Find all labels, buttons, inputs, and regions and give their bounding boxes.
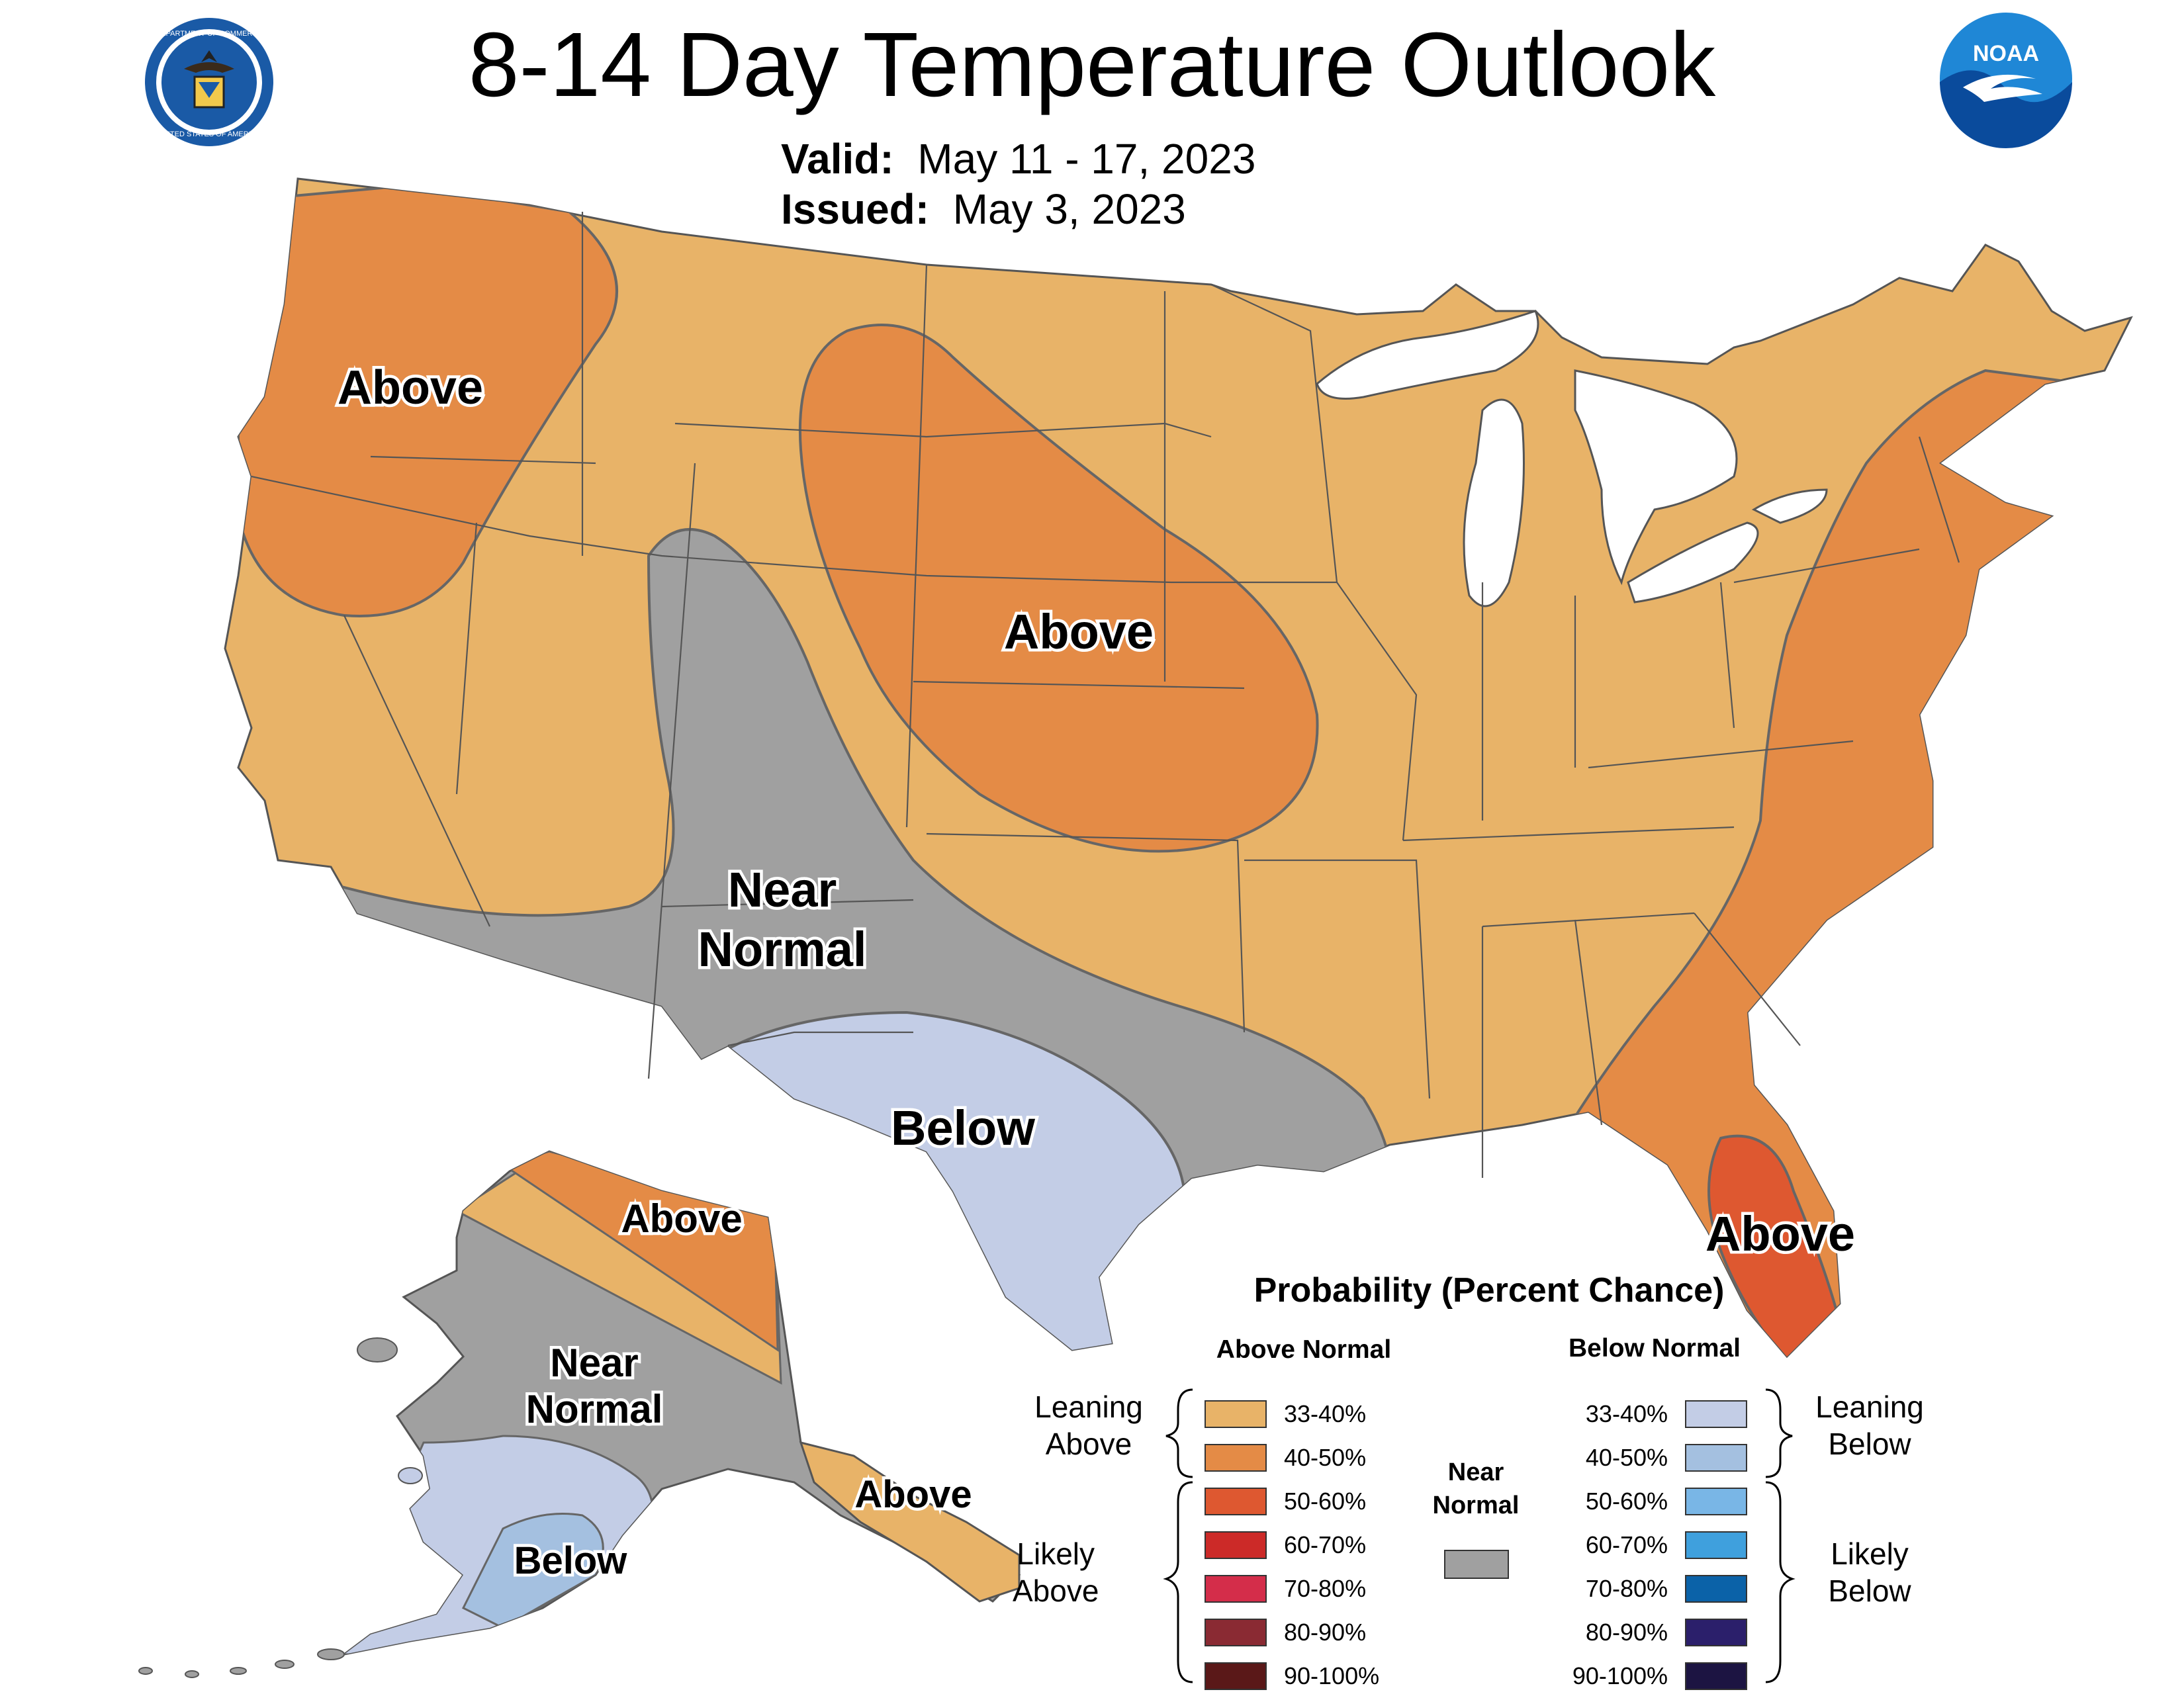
legend-row-below-33-40: 33-40% xyxy=(1555,1392,1747,1436)
alaska-panhandle xyxy=(799,1441,1021,1603)
swatch-label: 80-90% xyxy=(1284,1619,1367,1646)
legend-leaning-below: Leaning Below xyxy=(1794,1388,1946,1462)
legend-row-above-40-50: 40-50% xyxy=(1205,1436,1379,1480)
swatch-label: 70-80% xyxy=(1585,1575,1668,1602)
legend-near-normal-label: Near Normal xyxy=(1410,1456,1542,1522)
swatch-below-70-80 xyxy=(1685,1575,1747,1603)
valid-dates: Valid: May 11 - 17, 2023 xyxy=(781,134,1255,184)
swatch-label: 50-60% xyxy=(1585,1488,1668,1515)
region-northwest-above xyxy=(237,183,618,617)
legend-title: Probability (Percent Chance) xyxy=(1253,1271,1725,1310)
valid-label: Valid: xyxy=(781,135,894,183)
legend-row-above-33-40: 33-40% xyxy=(1205,1392,1379,1436)
swatch-label: 90-100% xyxy=(1284,1662,1380,1689)
swatch-label: 40-50% xyxy=(1585,1444,1668,1471)
swatch-below-60-70 xyxy=(1685,1531,1747,1559)
issued-date: Issued: May 3, 2023 xyxy=(781,184,1186,234)
swatch-below-50-60 xyxy=(1685,1488,1747,1515)
legend-likely-above-line1: Likely xyxy=(1017,1537,1095,1571)
issued-label: Issued: xyxy=(781,185,930,233)
brace-below xyxy=(1765,1388,1796,1683)
great-lakes xyxy=(1316,310,1828,607)
brace-above xyxy=(1163,1388,1193,1683)
legend-above-header: Above Normal xyxy=(1216,1335,1392,1364)
legend-likely-above-line2: Above xyxy=(1013,1574,1099,1608)
legend-below-column: 33-40% 40-50% 50-60% 60-70% 70-80% 80-90… xyxy=(1555,1392,1747,1698)
swatch-below-90-100 xyxy=(1685,1662,1747,1690)
legend-row-below-80-90: 80-90% xyxy=(1555,1611,1747,1654)
legend-likely-below-line1: Likely xyxy=(1831,1537,1909,1571)
svg-text:DEPARTMENT OF COMMERCE: DEPARTMENT OF COMMERCE xyxy=(156,30,262,38)
svg-text:NOAA: NOAA xyxy=(1973,41,2039,66)
swatch-label: 33-40% xyxy=(1585,1400,1668,1427)
swatch-above-70-80 xyxy=(1205,1575,1267,1603)
legend-leaning-above-line1: Leaning xyxy=(1034,1390,1143,1424)
swatch-above-50-60 xyxy=(1205,1488,1267,1515)
swatch-label: 50-60% xyxy=(1284,1488,1367,1515)
legend-leaning-below-line1: Leaning xyxy=(1815,1390,1924,1424)
legend-likely-below-line2: Below xyxy=(1828,1574,1911,1608)
label-near-normal-line1: Near xyxy=(728,862,837,917)
legend-likely-below: Likely Below xyxy=(1794,1535,1946,1609)
legend-leaning-above-line2: Above xyxy=(1045,1427,1132,1461)
label-florida-above: Above xyxy=(1706,1206,1855,1261)
alaska-below-40 xyxy=(461,1513,604,1629)
swatch-label: 40-50% xyxy=(1284,1444,1367,1471)
label-texas-below: Below xyxy=(891,1100,1035,1155)
swatch-below-80-90 xyxy=(1685,1619,1747,1646)
swatch-label: 60-70% xyxy=(1585,1531,1668,1558)
map-title: 8-14 Day Temperature Outlook xyxy=(468,14,1716,116)
aleutian-islands xyxy=(138,1337,423,1678)
swatch-above-33-40 xyxy=(1205,1400,1267,1428)
swatch-above-90-100 xyxy=(1205,1662,1267,1690)
legend-near-normal-line1: Near xyxy=(1447,1458,1504,1486)
legend-row-above-50-60: 50-60% xyxy=(1205,1480,1379,1523)
swatch-label: 33-40% xyxy=(1284,1400,1367,1427)
legend-row-above-80-90: 80-90% xyxy=(1205,1611,1379,1654)
issued-value: May 3, 2023 xyxy=(952,185,1186,233)
label-alaska-above: Above xyxy=(621,1196,742,1241)
label-alaska-near-line2: Normal xyxy=(526,1387,663,1431)
label-alaska-near-line1: Near xyxy=(550,1341,638,1385)
valid-value: May 11 - 17, 2023 xyxy=(917,135,1256,183)
swatch-above-40-50 xyxy=(1205,1444,1267,1472)
legend-row-below-90-100: 90-100% xyxy=(1555,1654,1747,1698)
swatch-above-80-90 xyxy=(1205,1619,1267,1646)
swatch-near-normal xyxy=(1444,1550,1509,1579)
swatch-above-60-70 xyxy=(1205,1531,1267,1559)
legend-row-below-40-50: 40-50% xyxy=(1555,1436,1747,1480)
label-alaska-panhandle-above: Above xyxy=(854,1473,972,1516)
legend-row-below-50-60: 50-60% xyxy=(1555,1480,1747,1523)
swatch-label: 70-80% xyxy=(1284,1575,1367,1602)
swatch-label: 60-70% xyxy=(1284,1531,1367,1558)
label-near-normal-line2: Normal xyxy=(698,922,867,977)
legend-row-above-70-80: 70-80% xyxy=(1205,1567,1379,1611)
legend-row-above-60-70: 60-70% xyxy=(1205,1523,1379,1567)
legend-row-above-90-100: 90-100% xyxy=(1205,1654,1379,1698)
legend-row-below-60-70: 60-70% xyxy=(1555,1523,1747,1567)
swatch-below-40-50 xyxy=(1685,1444,1747,1472)
legend-leaning-below-line2: Below xyxy=(1828,1427,1911,1461)
legend-likely-above: Likely Above xyxy=(1013,1535,1099,1609)
svg-text:UNITED STATES OF AMERICA: UNITED STATES OF AMERICA xyxy=(158,130,261,138)
state-boundaries xyxy=(251,212,1960,1178)
swatch-below-33-40 xyxy=(1685,1400,1747,1428)
legend-below-header: Below Normal xyxy=(1568,1334,1741,1363)
legend-row-below-70-80: 70-80% xyxy=(1555,1567,1747,1611)
swatch-label: 80-90% xyxy=(1585,1619,1668,1646)
legend-near-normal-line2: Normal xyxy=(1432,1492,1520,1519)
noaa-logo-icon: NOAA xyxy=(1936,9,2075,148)
legend-above-column: 33-40% 40-50% 50-60% 60-70% 70-80% 80-90… xyxy=(1205,1392,1379,1698)
department-of-commerce-seal-icon: DEPARTMENT OF COMMERCE UNITED STATES OF … xyxy=(143,16,275,148)
label-northwest-above: Above xyxy=(338,361,483,414)
legend-leaning-above: Leaning Above xyxy=(1013,1388,1165,1462)
swatch-label: 90-100% xyxy=(1572,1662,1668,1689)
label-alaska-below: Below xyxy=(514,1539,628,1582)
label-central-above: Above xyxy=(1004,604,1154,659)
